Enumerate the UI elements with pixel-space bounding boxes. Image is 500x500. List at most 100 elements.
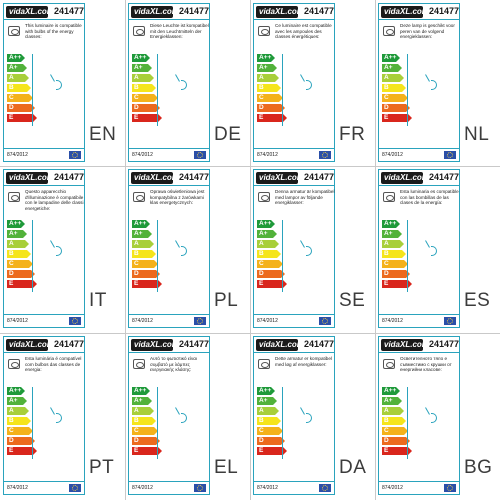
- vidaxl-logo: vidaXL.com: [256, 6, 304, 18]
- luminaire-icon: [133, 26, 145, 36]
- label-footer: 874/2012: [129, 314, 209, 327]
- product-code: 241477: [304, 339, 335, 349]
- eu-flag-icon: [444, 151, 456, 159]
- energy-class-bar: A+: [257, 64, 277, 72]
- energy-class-bar: A++: [132, 387, 150, 395]
- energy-scale: A++ A+ A B C D E: [382, 220, 422, 292]
- vidaxl-logo: vidaXL.com: [131, 6, 179, 18]
- label-cell-it: vidaXL.com 241477 Questo apparecchio d'ill…: [0, 166, 125, 332]
- scale-divider: [32, 220, 33, 292]
- energy-class-bar: C: [132, 427, 158, 435]
- language-code: DA: [339, 457, 367, 478]
- vidaxl-logo: vidaXL.com: [6, 172, 54, 184]
- eu-flag-icon: [444, 317, 456, 325]
- vidaxl-logo: vidaXL.com: [6, 6, 54, 18]
- label-header: vidaXL.com 241477: [254, 170, 334, 186]
- regulation-number: 874/2012: [257, 152, 278, 158]
- bulb-included-icon: [431, 413, 437, 423]
- product-code: 241477: [429, 6, 460, 16]
- language-code: PL: [214, 290, 239, 311]
- language-code: ES: [464, 290, 491, 311]
- energy-class-bar: D: [132, 104, 160, 112]
- energy-class-bar: D: [382, 104, 410, 112]
- energy-label: vidaXL.com 241477 Ce luminaire est compati…: [253, 3, 335, 162]
- energy-class-bar: A: [257, 74, 279, 82]
- compatibility-text: Deze lamp is geschikt voor peren van de …: [400, 23, 455, 40]
- energy-class-bar: A: [132, 74, 154, 82]
- energy-class-bar: A++: [132, 54, 150, 62]
- eu-flag-icon: [69, 484, 81, 492]
- vidaxl-logo: vidaXL.com: [256, 339, 304, 351]
- vidaxl-logo: vidaXL.com: [6, 339, 54, 351]
- energy-class-bar: B: [257, 250, 281, 258]
- product-code: 241477: [179, 6, 210, 16]
- energy-class-bar: D: [382, 270, 410, 278]
- energy-class-bar: B: [382, 84, 406, 92]
- label-cell-en: vidaXL.com 241477 This luminaire is compat…: [0, 0, 125, 166]
- label-cell-da: vidaXL.com 241477 Dette armatur er kompati…: [250, 333, 375, 499]
- regulation-number: 874/2012: [382, 485, 403, 491]
- energy-class-bar: A: [257, 240, 279, 248]
- scale-divider: [32, 387, 33, 459]
- regulation-number: 874/2012: [257, 318, 278, 324]
- label-cell-bg: vidaXL.com 241477 Осветителното тяло е съв…: [375, 333, 500, 499]
- energy-scale: A++ A+ A B C D E: [132, 220, 172, 292]
- bulb-included-icon: [181, 80, 187, 90]
- bulb-included-icon: [56, 80, 62, 90]
- label-header: vidaXL.com 241477: [254, 337, 334, 353]
- energy-scale: A++ A+ A B C D E: [132, 54, 172, 126]
- bulb-included-icon: [306, 413, 312, 423]
- label-header: vidaXL.com 241477: [379, 4, 459, 20]
- language-code: IT: [89, 290, 107, 311]
- regulation-number: 874/2012: [132, 318, 153, 324]
- language-code: BG: [464, 457, 493, 478]
- scale-divider: [157, 220, 158, 292]
- compatibility-text: Dette armatur er kompatibel med løg af e…: [275, 356, 332, 367]
- energy-class-bar: E: [132, 447, 162, 455]
- bulb-included-icon: [181, 246, 187, 256]
- product-code: 241477: [179, 172, 210, 182]
- energy-class-bar: E: [7, 280, 37, 288]
- eu-flag-icon: [319, 151, 331, 159]
- luminaire-icon: [133, 192, 145, 202]
- label-header: vidaXL.com 241477: [4, 4, 84, 20]
- energy-class-bar: B: [257, 417, 281, 425]
- energy-class-bar: D: [257, 270, 285, 278]
- scale-divider: [407, 220, 408, 292]
- label-footer: 874/2012: [4, 481, 84, 494]
- energy-class-bar: B: [257, 84, 281, 92]
- compatibility-text: Esta luminária é compatível com bulbos d…: [25, 356, 82, 373]
- energy-class-bar: A++: [257, 220, 275, 228]
- energy-class-bar: E: [7, 114, 37, 122]
- energy-class-bar: A++: [7, 387, 25, 395]
- label-header: vidaXL.com 241477: [4, 170, 84, 186]
- energy-scale: A++ A+ A B C D E: [132, 387, 172, 459]
- eu-flag-icon: [319, 484, 331, 492]
- label-cell-el: vidaXL.com 241477 Αυτό το φωτιστικό είναι …: [125, 333, 250, 499]
- language-code: DE: [214, 124, 242, 145]
- energy-class-bar: A++: [257, 387, 275, 395]
- energy-class-bar: D: [257, 104, 285, 112]
- compatibility-text: Αυτό το φωτιστικό είναι συμβατό με λάμπε…: [150, 356, 197, 373]
- grid-divider: [375, 0, 376, 500]
- eu-flag-icon: [194, 317, 206, 325]
- energy-class-bar: A: [382, 240, 404, 248]
- grid-divider: [250, 0, 251, 500]
- luminaire-icon: [8, 192, 20, 202]
- energy-class-bar: E: [132, 114, 162, 122]
- product-code: 241477: [54, 6, 85, 16]
- scale-divider: [407, 54, 408, 126]
- energy-class-bar: A+: [7, 64, 27, 72]
- energy-class-bar: A+: [382, 230, 402, 238]
- energy-class-bar: A+: [132, 397, 152, 405]
- language-code: PT: [89, 457, 115, 478]
- energy-scale: A++ A+ A B C D E: [7, 220, 47, 292]
- label-header: vidaXL.com 241477: [129, 337, 209, 353]
- scale-divider: [282, 387, 283, 459]
- scale-divider: [157, 387, 158, 459]
- vidaxl-logo: vidaXL.com: [381, 339, 429, 351]
- label-footer: 874/2012: [254, 148, 334, 161]
- energy-class-bar: D: [7, 437, 35, 445]
- bulb-included-icon: [431, 246, 437, 256]
- energy-class-bar: A: [382, 74, 404, 82]
